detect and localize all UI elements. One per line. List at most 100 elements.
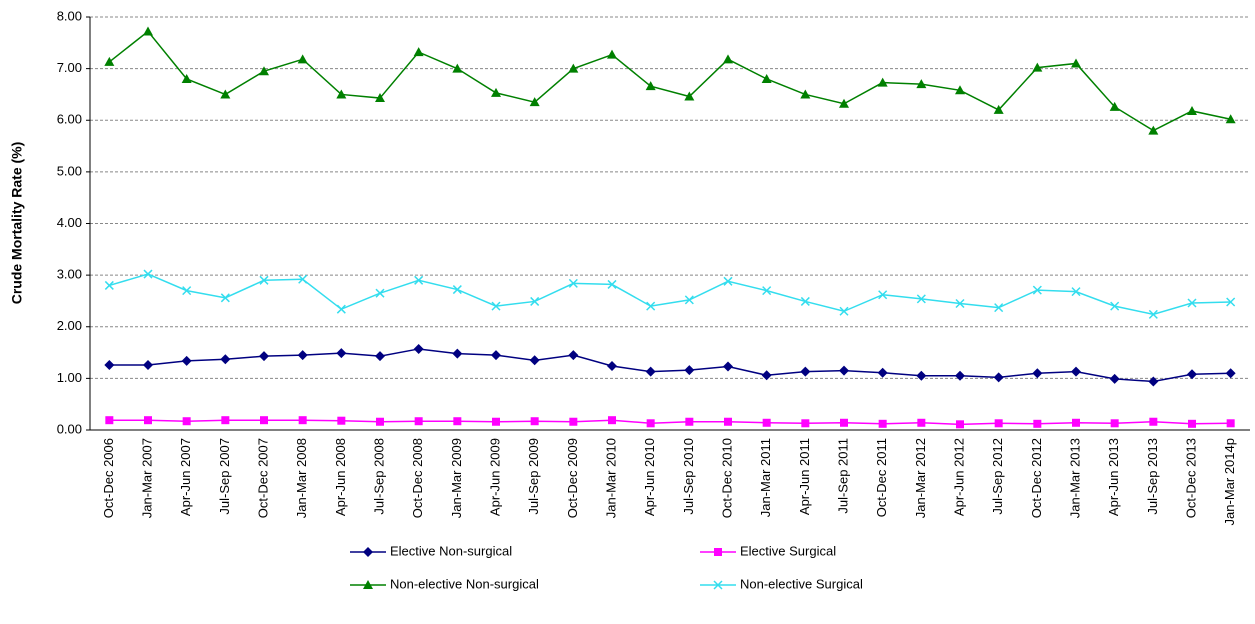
data-point xyxy=(492,417,500,426)
data-point xyxy=(568,350,579,361)
data-point xyxy=(220,354,231,365)
data-point xyxy=(143,359,153,370)
data-point xyxy=(375,351,385,362)
legend-label: Elective Non-surgical xyxy=(390,543,512,558)
data-point xyxy=(182,286,192,296)
data-point xyxy=(724,417,732,426)
data-point xyxy=(608,416,616,425)
data-point xyxy=(414,417,423,426)
data-point xyxy=(297,54,308,64)
data-point xyxy=(607,279,617,289)
legend-label: Non-elective Non-surgical xyxy=(390,576,539,591)
x-tick-label: Jul-Sep 2011 xyxy=(835,438,850,514)
data-point xyxy=(221,416,230,425)
data-point xyxy=(1226,297,1236,307)
x-tick-label: Oct-Dec 2012 xyxy=(1029,438,1044,518)
data-point xyxy=(993,104,1004,114)
data-point xyxy=(1187,298,1197,308)
x-tick-label: Jan-Mar 2010 xyxy=(603,438,618,518)
data-point xyxy=(336,89,347,99)
x-tick-label: Oct-Dec 2010 xyxy=(719,438,734,518)
data-point xyxy=(181,355,192,366)
data-point xyxy=(1033,419,1042,428)
data-point xyxy=(1226,419,1235,428)
data-point xyxy=(1072,418,1080,427)
data-point xyxy=(1032,368,1043,379)
data-point xyxy=(375,288,385,298)
data-point xyxy=(916,294,926,304)
data-point xyxy=(1187,369,1197,380)
data-point xyxy=(1110,419,1119,428)
data-point xyxy=(956,420,964,429)
data-point xyxy=(1225,368,1236,379)
data-point xyxy=(762,286,772,296)
data-point xyxy=(259,66,269,76)
data-point xyxy=(104,359,115,370)
data-point xyxy=(220,293,230,303)
data-point xyxy=(684,365,695,376)
data-point xyxy=(1187,105,1197,115)
data-point xyxy=(685,417,694,426)
data-point xyxy=(645,366,656,377)
legend-marker xyxy=(713,580,723,590)
x-tick-label: Jan-Mar 2011 xyxy=(758,438,773,517)
y-tick-label: 6.00 xyxy=(57,112,82,127)
data-point xyxy=(376,417,384,426)
data-point xyxy=(144,416,152,425)
x-tick-label: Jan-Mar 2013 xyxy=(1067,438,1082,518)
x-tick-label: Jan-Mar 2012 xyxy=(913,438,928,518)
data-point xyxy=(105,416,114,425)
x-tick-label: Jul-Sep 2007 xyxy=(217,438,232,515)
series-line xyxy=(109,419,1231,426)
data-point xyxy=(337,416,346,425)
data-point xyxy=(761,73,772,83)
data-point xyxy=(607,49,617,59)
data-point xyxy=(1032,62,1043,72)
data-point xyxy=(336,304,346,314)
x-tick-label: Oct-Dec 2009 xyxy=(565,438,580,518)
series-line xyxy=(109,348,1231,383)
x-tick-label: Apr-Jun 2007 xyxy=(178,438,193,516)
x-tick-label: Jan-Mar 2007 xyxy=(139,438,154,518)
data-point xyxy=(453,417,462,426)
data-point xyxy=(684,295,694,305)
data-point xyxy=(723,276,733,286)
data-point xyxy=(994,419,1003,428)
x-tick-label: Jul-Sep 2010 xyxy=(681,438,696,515)
data-point xyxy=(491,350,501,361)
data-point xyxy=(452,348,463,359)
data-point xyxy=(143,269,153,279)
x-tick-label: Apr-Jun 2012 xyxy=(951,438,966,516)
data-point xyxy=(414,275,424,285)
x-tick-label: Oct-Dec 2008 xyxy=(410,438,425,518)
data-point xyxy=(491,87,501,97)
data-point xyxy=(840,418,848,427)
data-point xyxy=(413,47,424,57)
x-tick-label: Jul-Sep 2008 xyxy=(371,438,386,515)
data-point xyxy=(530,417,539,426)
data-point xyxy=(1149,417,1158,426)
data-point xyxy=(298,274,308,284)
legend-marker xyxy=(363,547,373,557)
data-point xyxy=(491,301,501,311)
data-point xyxy=(993,372,1004,383)
data-point xyxy=(645,81,656,91)
y-axis-label: Crude Mortality Rate (%) xyxy=(9,142,25,305)
data-point xyxy=(297,350,308,361)
x-tick-label: Oct-Dec 2006 xyxy=(101,438,116,518)
data-point xyxy=(1110,301,1120,311)
data-point xyxy=(375,93,385,103)
data-point xyxy=(413,343,424,354)
x-tick-label: Jan-Mar 2014p xyxy=(1222,438,1237,525)
legend-label: Non-elective Surgical xyxy=(740,576,863,591)
y-tick-label: 5.00 xyxy=(57,163,82,178)
data-point xyxy=(955,298,965,309)
x-tick-label: Jul-Sep 2013 xyxy=(1145,438,1160,515)
data-point xyxy=(1188,419,1196,428)
x-tick-label: Apr-Jun 2009 xyxy=(487,438,502,516)
y-tick-label: 8.00 xyxy=(57,8,82,23)
x-tick-label: Oct-Dec 2011 xyxy=(874,438,889,517)
x-tick-label: Oct-Dec 2013 xyxy=(1183,438,1198,518)
data-point xyxy=(259,351,269,362)
